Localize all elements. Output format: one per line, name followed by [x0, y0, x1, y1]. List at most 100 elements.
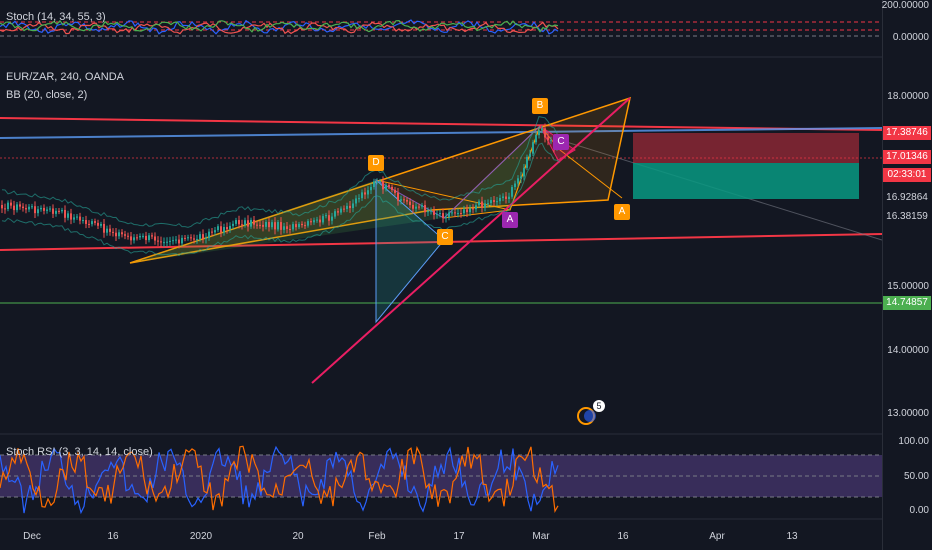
candle-body [454, 212, 456, 214]
price-box-value: 16.38159 [886, 211, 928, 222]
candle-body [157, 240, 159, 242]
candle-body [85, 220, 87, 224]
candle-body [364, 192, 366, 195]
candle-body [283, 226, 285, 230]
candle-body [88, 223, 90, 225]
bar-countdown: 02:33:01 [883, 168, 931, 182]
candle-body [25, 208, 27, 210]
candle-body [370, 187, 372, 191]
candle-body [544, 128, 546, 138]
candle-body [541, 128, 543, 131]
candle-body [262, 224, 264, 227]
candle-body [403, 199, 405, 201]
candle-body [211, 231, 213, 233]
candle-body [520, 176, 522, 179]
candle-body [376, 181, 378, 183]
bb-legend[interactable]: BB (20, close, 2) [6, 89, 88, 101]
candle-body [31, 206, 33, 208]
candle-body [94, 221, 96, 223]
time-axis-label: Mar [532, 531, 550, 542]
candle-body [505, 196, 507, 199]
symbol-legend[interactable]: EUR/ZAR, 240, OANDA [6, 71, 124, 83]
candle-body [493, 200, 495, 202]
candle-body [196, 238, 198, 240]
abcd-segment-1 [130, 180, 444, 263]
candle-body [49, 208, 51, 210]
rsi-legend[interactable]: Stoch RSI (3, 3, 14, 14, close) [6, 446, 153, 458]
candle-body [151, 235, 153, 237]
candle-body [400, 199, 402, 201]
candle-body [190, 237, 192, 239]
candle-body [529, 153, 531, 157]
candle-body [247, 220, 249, 227]
chart-canvas[interactable] [0, 0, 882, 550]
candle-body [547, 137, 549, 141]
event-count-badge[interactable]: 5 [593, 400, 605, 412]
stoch-d-line [0, 21, 559, 35]
stop-loss-zone [633, 133, 859, 163]
candle-body [67, 213, 69, 218]
candle-body [526, 156, 528, 168]
price-box-green-line: 14.74857 [883, 296, 931, 310]
rsi-axis-label: 50.00 [903, 471, 929, 482]
candle-body [274, 222, 276, 230]
stoch-rsi-k [0, 445, 559, 515]
time-axis-label: 13 [786, 531, 798, 542]
pattern-point-a[interactable]: A [614, 204, 630, 220]
price-box-entry: 16.92864 [883, 191, 931, 205]
candle-body [340, 208, 342, 213]
price-box-target: 16.38159 [883, 210, 931, 224]
candle-body [481, 201, 483, 208]
candle-body [22, 206, 24, 209]
pattern-point-d[interactable]: D [368, 155, 384, 171]
pattern-point-c-purple[interactable]: C [553, 134, 569, 150]
candle-body [232, 223, 234, 226]
candle-body [292, 224, 294, 230]
candle-body [13, 205, 15, 211]
candle-body [289, 228, 291, 230]
candle-body [316, 219, 318, 221]
candle-body [193, 238, 195, 240]
rsi-axis-label: 0.00 [909, 505, 929, 516]
stoch-legend[interactable]: Stoch (14, 34, 55, 3) [6, 11, 106, 23]
price-axis[interactable]: 200.00000 0.00000 18.00000 15.00000 14.0… [882, 0, 932, 550]
candle-body [508, 196, 510, 199]
blue-trendline [0, 127, 882, 139]
candle-body [415, 206, 417, 209]
price-box-value: 17.38746 [886, 127, 928, 138]
candle-body [550, 140, 552, 142]
candle-body [478, 201, 480, 206]
candle-body [463, 209, 465, 214]
candle-body [451, 212, 453, 214]
candle-body [430, 210, 432, 212]
bb-lower [1, 142, 561, 257]
price-box-stop: 17.38746 [883, 126, 931, 140]
stoch-k-line [0, 19, 559, 35]
candle-body [133, 237, 135, 241]
candle-body [154, 236, 156, 241]
candle-body [235, 220, 237, 224]
candle-body [226, 227, 228, 230]
pattern-point-c[interactable]: C [437, 229, 453, 245]
candle-body [496, 201, 498, 203]
candle-body [127, 235, 129, 237]
candle-body [334, 211, 336, 217]
price-axis-label: 13.00000 [887, 408, 929, 419]
pattern-point-a-purple[interactable]: A [502, 212, 518, 228]
candle-body [37, 209, 39, 214]
candle-body [115, 232, 117, 237]
candle-body [295, 224, 297, 228]
candle-body [343, 208, 345, 210]
candle-body [373, 181, 375, 188]
candle-body [28, 206, 30, 210]
candle-body [160, 241, 162, 243]
pattern-point-b[interactable]: B [532, 98, 548, 114]
candle-body [385, 185, 387, 190]
candle-body [310, 221, 312, 223]
candle-body [445, 217, 447, 219]
candle-body [298, 223, 300, 228]
candle-body [106, 228, 108, 233]
candle-body [328, 215, 330, 221]
candle-body [490, 200, 492, 204]
time-axis-label: 16 [617, 531, 629, 542]
